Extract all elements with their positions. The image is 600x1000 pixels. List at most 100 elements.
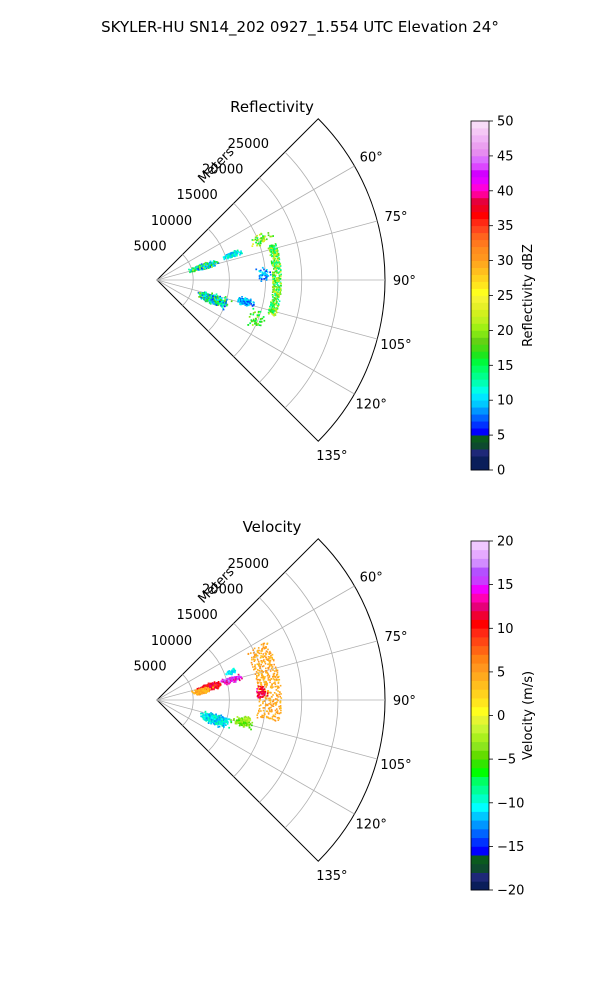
reflectivity-gate <box>268 312 270 315</box>
reflectivity-gate <box>279 289 282 292</box>
reflectivity-gate <box>207 267 210 269</box>
velocity-gate <box>226 720 229 723</box>
reflectivity-gate <box>279 263 282 266</box>
velocity-gate <box>279 695 281 698</box>
reflectivity-colorbar-segment <box>471 169 489 178</box>
velocity-data-points <box>191 642 283 731</box>
velocity-gate <box>259 704 262 706</box>
velocity-gate <box>207 689 209 692</box>
velocity-gate <box>215 682 218 684</box>
velocity-colorbar-segment <box>471 750 489 760</box>
reflectivity-gate <box>252 313 255 316</box>
reflectivity-gate <box>273 262 276 264</box>
reflectivity-gate <box>251 245 254 247</box>
reflectivity-gate <box>206 263 208 265</box>
velocity-gate <box>262 644 265 646</box>
velocity-gate <box>275 678 278 680</box>
velocity-gate <box>245 719 248 721</box>
reflectivity-colorbar-tick-label: 10 <box>497 394 514 409</box>
reflectivity-gate <box>278 271 281 273</box>
reflectivity-gate <box>256 234 258 237</box>
velocity-gate <box>270 678 273 680</box>
velocity-gate <box>224 718 227 721</box>
velocity-gate <box>257 685 260 688</box>
velocity-gate <box>205 685 208 687</box>
reflectivity-gate <box>277 265 280 268</box>
reflectivity-gate <box>276 282 279 284</box>
reflectivity-gate <box>213 299 216 301</box>
velocity-gate <box>263 681 265 683</box>
velocity-gate <box>256 714 258 716</box>
velocity-gate <box>262 642 265 645</box>
velocity-colorbar-segment <box>471 680 489 690</box>
reflectivity-gate <box>280 282 282 285</box>
reflectivity-gate <box>263 273 265 276</box>
velocity-gate <box>210 685 212 688</box>
reflectivity-gate <box>204 267 206 269</box>
velocity-gate <box>227 670 230 673</box>
reflectivity-gate <box>257 314 260 317</box>
velocity-gate <box>268 674 271 677</box>
velocity-gate <box>254 659 256 661</box>
velocity-gate <box>203 718 206 721</box>
reflectivity-gate <box>276 254 279 256</box>
velocity-gate <box>235 676 238 678</box>
velocity-colorbar-segment <box>471 776 489 786</box>
reflectivity-gate <box>277 295 279 298</box>
reflectivity-gate <box>209 262 211 264</box>
velocity-gate <box>215 722 218 725</box>
reflectivity-gate <box>221 301 223 303</box>
velocity-gate <box>262 660 265 662</box>
velocity-gate <box>191 690 193 693</box>
velocity-gate <box>262 695 264 698</box>
velocity-gate <box>256 651 259 653</box>
reflectivity-gate <box>275 302 278 304</box>
velocity-colorbar-tick-label: 15 <box>497 578 514 593</box>
velocity-gate <box>269 657 271 659</box>
velocity-azimuth-gridline <box>156 699 378 760</box>
velocity-gate <box>208 684 211 687</box>
reflectivity-gate <box>278 284 280 287</box>
reflectivity-gate <box>276 262 279 264</box>
velocity-gate <box>265 697 267 700</box>
velocity-gate <box>255 678 258 680</box>
velocity-gate <box>263 692 266 695</box>
reflectivity-gate <box>259 270 262 273</box>
reflectivity-colorbar-segment <box>471 337 489 345</box>
velocity-gate <box>252 652 255 654</box>
reflectivity-gate <box>275 270 278 272</box>
velocity-gate <box>265 646 267 648</box>
reflectivity-gate <box>252 318 255 321</box>
reflectivity-gate <box>215 304 218 306</box>
reflectivity-gate <box>203 291 206 294</box>
velocity-gate <box>259 667 261 670</box>
reflectivity-gate <box>265 277 267 279</box>
velocity-gate <box>236 721 239 723</box>
reflectivity-gate <box>250 320 253 323</box>
velocity-gate <box>264 691 267 693</box>
reflectivity-colorbar-segment <box>471 414 489 422</box>
reflectivity-azimuth-tick-label: 60° <box>360 150 383 165</box>
velocity-gate <box>225 724 227 726</box>
velocity-title: Velocity <box>243 518 302 536</box>
reflectivity-gate <box>272 257 275 260</box>
reflectivity-azimuth-tick-label: 105° <box>380 338 411 353</box>
reflectivity-gate <box>248 316 251 318</box>
velocity-gate <box>271 653 274 656</box>
velocity-colorbar-segment <box>471 846 489 856</box>
reflectivity-gate <box>265 270 267 272</box>
reflectivity-gate <box>261 240 263 242</box>
reflectivity-gate <box>212 298 214 301</box>
reflectivity-colorbar-segment <box>471 141 489 150</box>
velocity-colorbar-tick-label: 5 <box>497 665 505 680</box>
reflectivity-gate <box>204 298 207 301</box>
velocity-gate <box>196 691 198 693</box>
reflectivity-gate <box>224 299 227 302</box>
velocity-gate <box>280 697 283 699</box>
velocity-gate <box>257 647 260 649</box>
velocity-gate <box>200 690 202 693</box>
velocity-colorbar-segment <box>471 863 489 873</box>
velocity-gate <box>223 719 225 722</box>
velocity-gate <box>276 679 279 681</box>
reflectivity-gate <box>229 254 231 256</box>
